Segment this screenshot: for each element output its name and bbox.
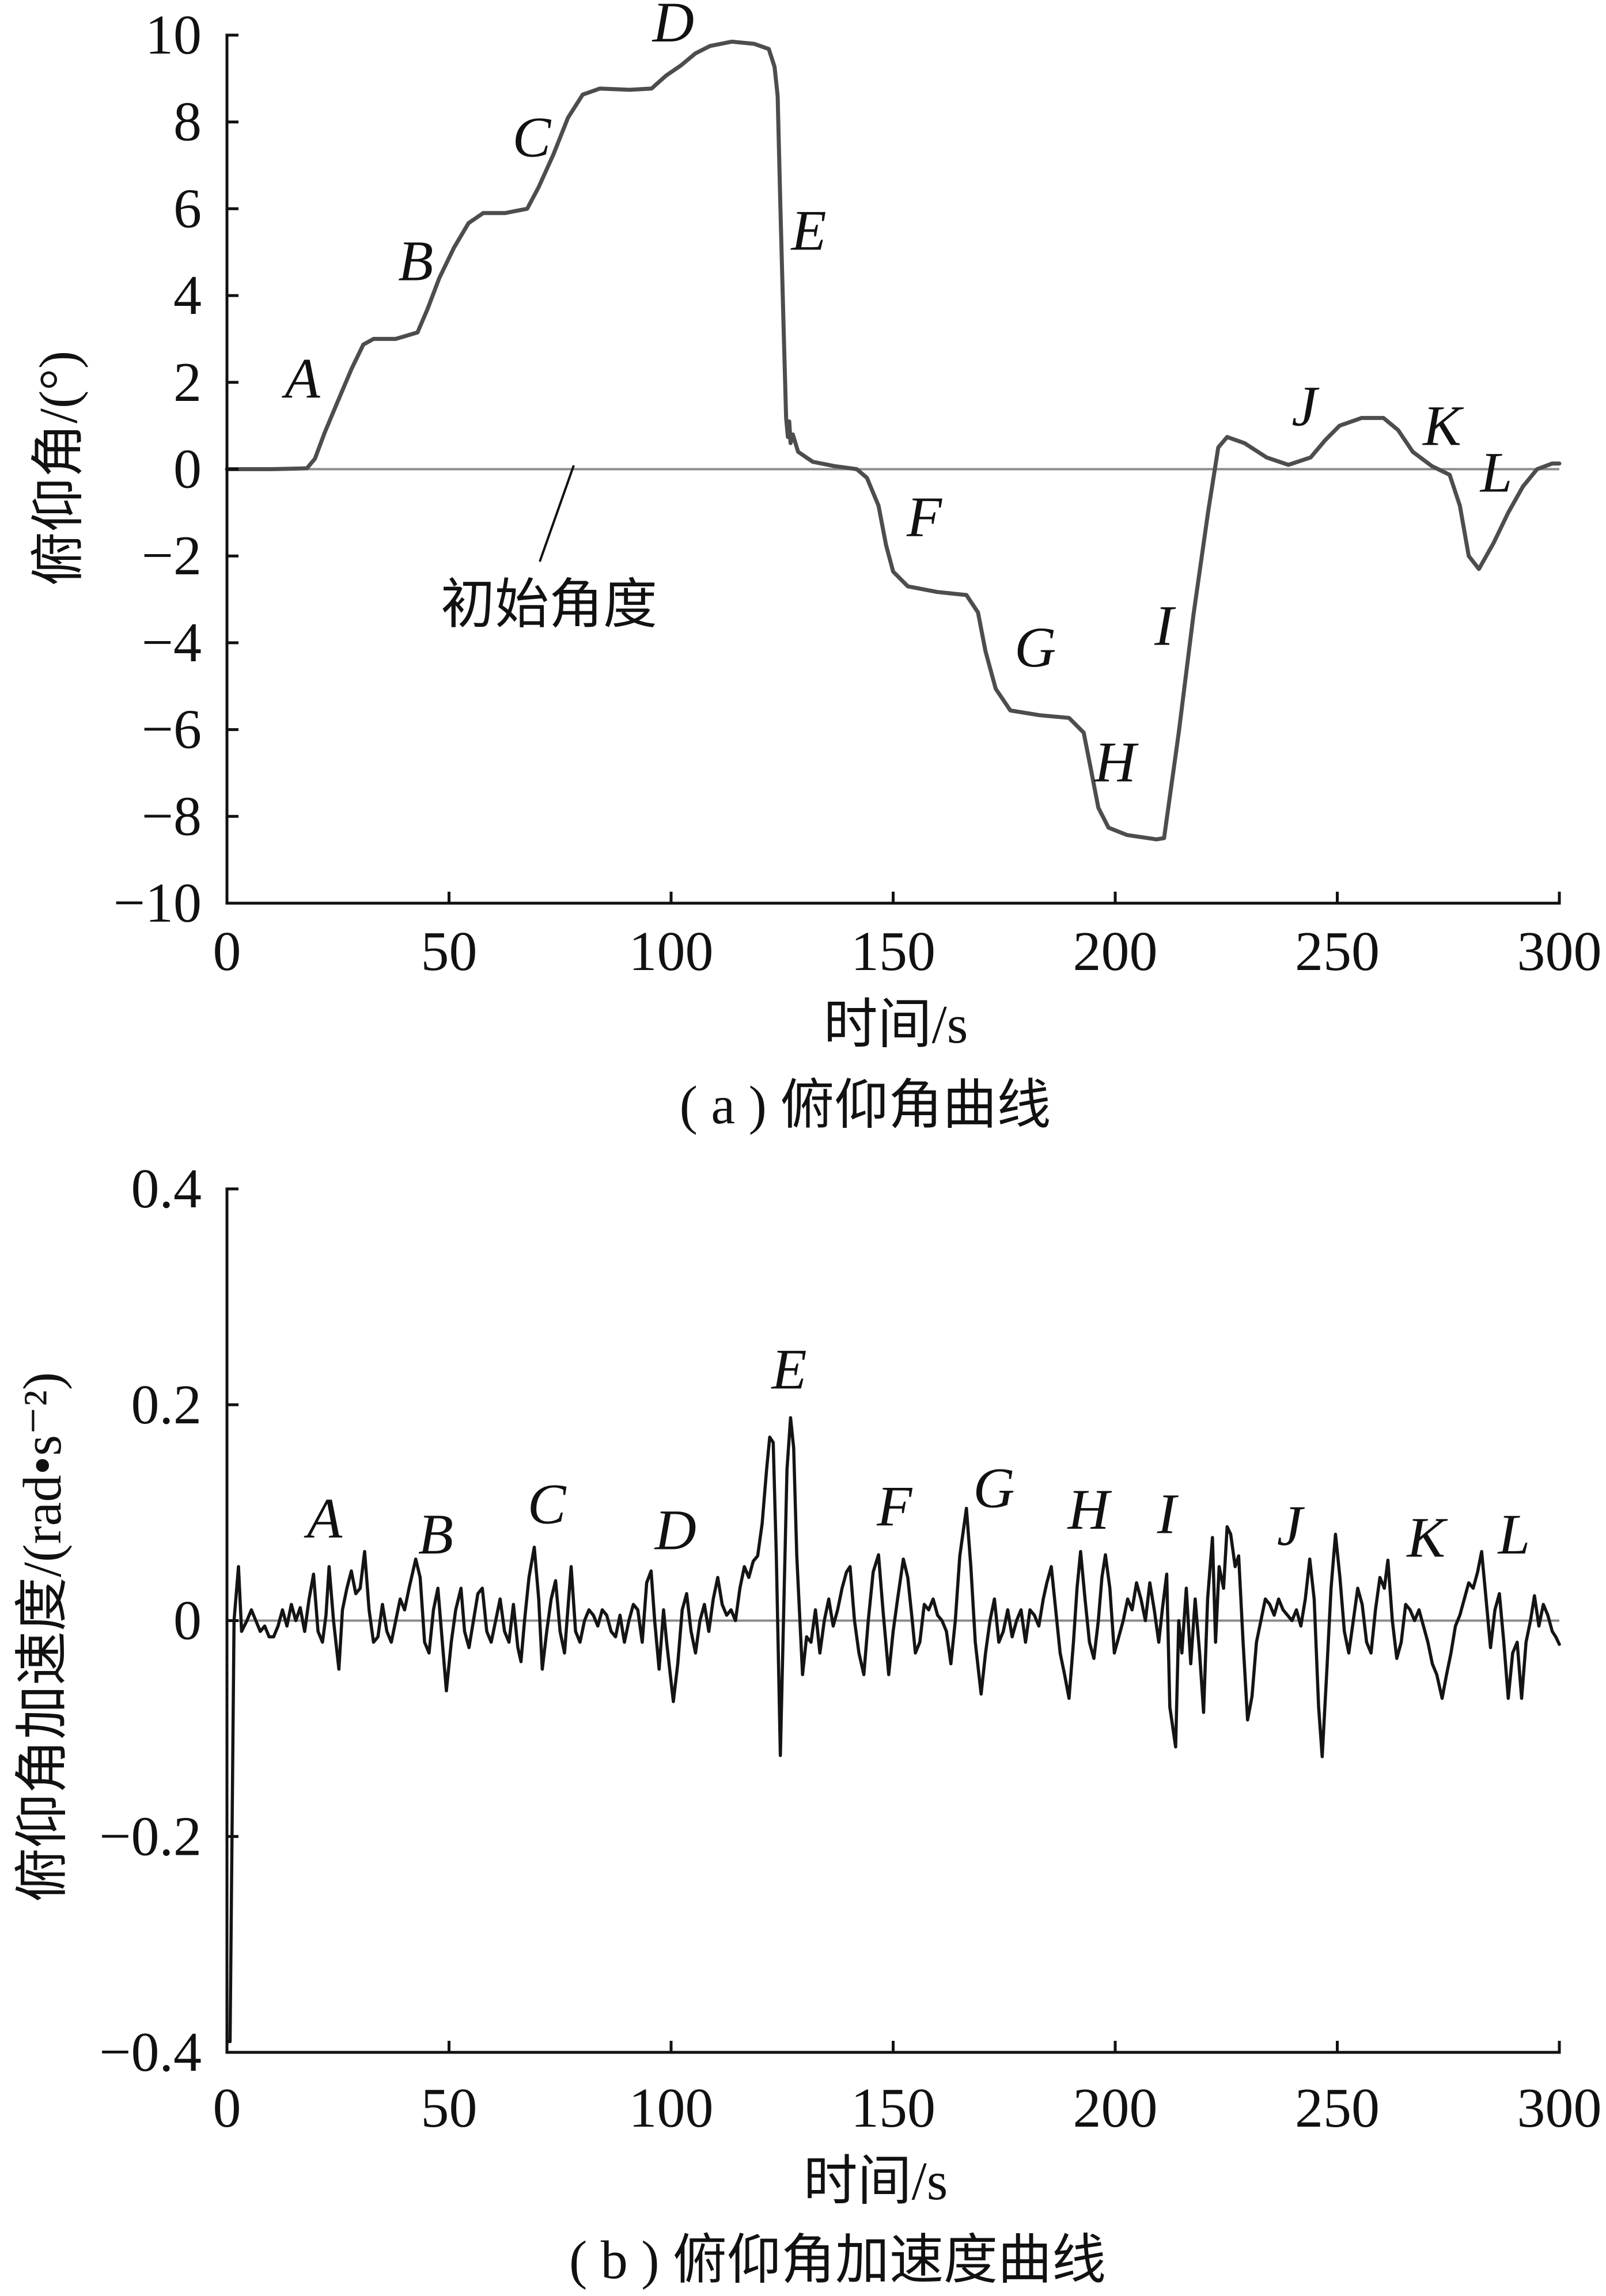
x-tick-label: 50 <box>421 920 478 983</box>
y-tick-label: 8 <box>173 91 202 153</box>
annotation-label-F: F <box>876 1474 912 1538</box>
x-tick-label: 200 <box>1073 920 1158 983</box>
x-tick-label: 300 <box>1517 2077 1602 2139</box>
x-tick-label: 150 <box>851 920 935 983</box>
x-tick-label: 100 <box>629 920 714 983</box>
annotation-label-A: A <box>304 1486 343 1550</box>
annotation-label-E: E <box>771 1337 807 1401</box>
x-tick-label: 0 <box>213 920 241 983</box>
y-tick-label: 10 <box>145 4 202 66</box>
x-tick-label: 250 <box>1295 2077 1380 2139</box>
annotation-label-L: L <box>1479 440 1513 504</box>
x-tick-label: 0 <box>213 2077 241 2139</box>
annotation-label-L: L <box>1497 1502 1531 1566</box>
annotation-label-I: I <box>1154 593 1176 657</box>
y-tick-label: 0 <box>173 438 202 501</box>
annotation-label-D: D <box>654 1498 696 1562</box>
annotation-label-I: I <box>1157 1482 1179 1546</box>
y-tick-label: −6 <box>142 699 202 761</box>
y-tick-label: 0 <box>173 1590 202 1652</box>
annotation-label-A: A <box>282 346 321 410</box>
annotation-label-F: F <box>906 485 942 549</box>
y-tick-label: −2 <box>142 525 202 587</box>
y-axis-title: 俯仰角/(°) <box>29 351 89 586</box>
y-tick-label: 0.4 <box>131 1158 202 1220</box>
annotation-label-B: B <box>418 1502 453 1566</box>
annotation-label-E: E <box>790 199 826 263</box>
annotation-label-J: J <box>1291 374 1320 438</box>
annotation-label-B: B <box>398 229 433 293</box>
annotation-label-G: G <box>973 1456 1014 1520</box>
y-tick-label: −0.2 <box>99 1805 202 1867</box>
chart-b: −0.4 −0.2 0 0.2 0.4 0 50 100 150 200 250 300 A B C D E F G… <box>13 1158 1602 2290</box>
annotation-label-J: J <box>1277 1494 1305 1558</box>
annotation-label-C: C <box>528 1472 567 1536</box>
y-tick-label: −10 <box>113 872 202 934</box>
x-axis-title: 时间/s <box>824 995 968 1055</box>
y-tick-label: −8 <box>142 785 202 847</box>
annotation-label-G: G <box>1014 615 1056 679</box>
y-tick-label: 6 <box>173 177 202 240</box>
x-tick-label: 200 <box>1073 2077 1158 2139</box>
x-axis-title: 时间/s <box>804 2151 948 2211</box>
annotation-label-H: H <box>1067 1477 1112 1541</box>
annotation-label-K: K <box>1406 1506 1448 1570</box>
series-line <box>225 39 1562 842</box>
annotation-label-K: K <box>1422 394 1464 458</box>
annotation-label-H: H <box>1093 730 1139 794</box>
y-tick-label: −4 <box>142 612 202 674</box>
reference-leader-line <box>539 465 575 562</box>
chart-caption: ( b ) 俯仰角加速度曲线 <box>569 2230 1106 2290</box>
series-line <box>225 1416 1561 2044</box>
reference-line-label: 初始角度 <box>441 575 657 635</box>
x-tick-label: 300 <box>1517 920 1602 983</box>
x-tick-label: 150 <box>851 2077 935 2139</box>
y-axis-title: 俯仰角加速度/(rad•s⁻²) <box>13 1372 73 1902</box>
y-tick-label: −0.4 <box>99 2021 202 2083</box>
y-tick-label: 0.2 <box>131 1374 202 1436</box>
x-tick-label: 50 <box>421 2077 478 2139</box>
y-tick-label: 4 <box>173 264 202 327</box>
annotation-label-D: D <box>652 0 694 54</box>
y-tick-label: 2 <box>173 351 202 414</box>
annotation-label-C: C <box>513 105 552 169</box>
x-tick-label: 250 <box>1295 920 1380 983</box>
chart-caption: ( a ) 俯仰角曲线 <box>680 1075 1051 1135</box>
x-tick-label: 100 <box>629 2077 714 2139</box>
chart-b-marks: −0.4 −0.2 0 0.2 0.4 0 50 100 150 200 250 300 A B C D E F G… <box>99 1158 1601 2139</box>
